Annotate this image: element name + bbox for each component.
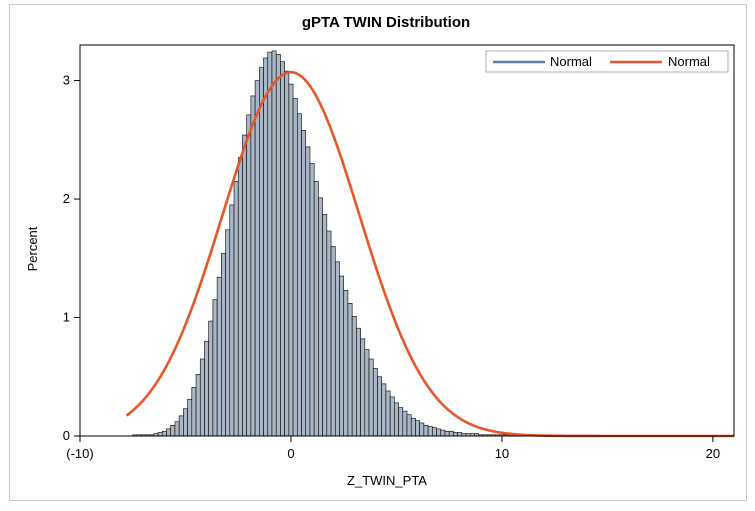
histogram-bar: [394, 402, 399, 437]
legend-label-normal-2: Normal: [668, 54, 710, 69]
histogram-bar: [389, 396, 395, 437]
histogram-bar: [423, 425, 429, 437]
histogram-bar: [242, 134, 247, 437]
histogram-bar: [356, 327, 361, 437]
histogram-bar: [229, 204, 235, 437]
histogram-bar: [254, 80, 260, 437]
histogram-bar: [296, 113, 302, 437]
histogram-bar: [204, 340, 209, 437]
histogram-bar: [233, 180, 239, 437]
y-tick-label: 0: [63, 428, 70, 443]
histogram-bar: [415, 420, 420, 437]
histogram-bar: [326, 230, 332, 437]
legend: Normal Normal: [485, 50, 729, 73]
histogram-bar: [330, 246, 336, 437]
histogram-bar: [406, 414, 412, 437]
histogram-bar: [271, 50, 277, 437]
chart-frame: gPTA TWIN Distribution 0 1 2 3 (-10) 0 10 20 P…: [9, 4, 747, 501]
x-tick-label: 10: [495, 446, 509, 461]
histogram-bar: [237, 157, 243, 437]
histogram-bar: [318, 197, 323, 437]
histogram-bar: [212, 299, 218, 437]
histogram-bar: [309, 163, 315, 437]
histogram-bar: [183, 408, 188, 437]
x-tick-label: 20: [706, 446, 720, 461]
histogram-bar: [385, 390, 391, 437]
histogram-bar: [267, 51, 273, 437]
y-axis-ticks: 0 1 2 3: [63, 73, 80, 443]
chart: gPTA TWIN Distribution 0 1 2 3 (-10) 0 10 20 P…: [25, 14, 735, 488]
histogram-bar: [453, 432, 458, 437]
histogram-bar: [364, 349, 370, 437]
histogram-bar: [436, 428, 442, 437]
histogram-bar: [343, 289, 349, 437]
histogram-bar: [432, 427, 437, 437]
histogram-bar: [275, 54, 281, 437]
histogram-bar: [208, 320, 214, 437]
histogram-bar: [216, 276, 222, 437]
histogram-bar: [457, 432, 463, 437]
legend-label-normal-1: Normal: [550, 54, 592, 69]
histogram-bar: [161, 430, 167, 437]
histogram-bar: [199, 358, 205, 437]
histogram-bar: [225, 229, 231, 437]
histogram-bar: [347, 302, 353, 437]
y-tick-label: 1: [63, 310, 70, 325]
histogram-bar: [259, 67, 264, 437]
histogram-bar: [313, 180, 319, 437]
histogram-bar: [381, 383, 387, 437]
histogram-bar: [178, 415, 184, 437]
histogram-bar: [288, 83, 294, 437]
histogram-bar: [448, 430, 454, 437]
histogram-bar: [444, 430, 450, 437]
histogram-bar: [351, 316, 357, 437]
plot-area: [79, 44, 735, 437]
histogram-bar: [174, 421, 180, 437]
histogram-bar: [221, 253, 226, 437]
y-axis-label: Percent: [25, 226, 40, 271]
histogram-bar: [322, 214, 328, 437]
histogram-bar: [402, 410, 408, 437]
histogram-bar: [334, 261, 340, 437]
histogram-bars: [132, 50, 530, 437]
chart-title: gPTA TWIN Distribution: [302, 14, 470, 31]
histogram-bar: [305, 146, 311, 437]
histogram-bar: [440, 429, 446, 437]
x-tick-label: 0: [287, 446, 294, 461]
x-axis-ticks: (-10) 0 10 20: [66, 436, 720, 461]
histogram-bar: [301, 130, 307, 437]
histogram-bar: [191, 387, 197, 437]
legend-box: [485, 50, 729, 73]
histogram-bar: [250, 95, 256, 437]
x-axis-label: Z_TWIN_PTA: [347, 473, 427, 488]
histogram-bar: [284, 70, 290, 437]
histogram-bar: [246, 114, 252, 437]
histogram-bar: [263, 57, 269, 437]
histogram-bar: [398, 407, 404, 437]
histogram-bar: [427, 426, 433, 437]
y-tick-label: 3: [63, 73, 70, 88]
histogram-bar: [157, 432, 163, 437]
histogram-bar: [419, 422, 425, 437]
histogram-bar: [166, 428, 172, 437]
histogram-bar: [170, 425, 176, 437]
histogram-bar: [195, 374, 201, 437]
histogram-bar: [292, 98, 298, 437]
y-tick-label: 2: [63, 191, 70, 206]
histogram-bar: [360, 338, 366, 437]
histogram-bar: [372, 368, 378, 437]
histogram-bar: [187, 398, 193, 437]
histogram-bar: [410, 417, 416, 437]
histogram-bar: [368, 358, 374, 437]
histogram-bar: [339, 275, 345, 437]
x-tick-label: (-10): [66, 446, 93, 461]
histogram-bar: [377, 376, 382, 437]
histogram-bar: [280, 61, 285, 437]
